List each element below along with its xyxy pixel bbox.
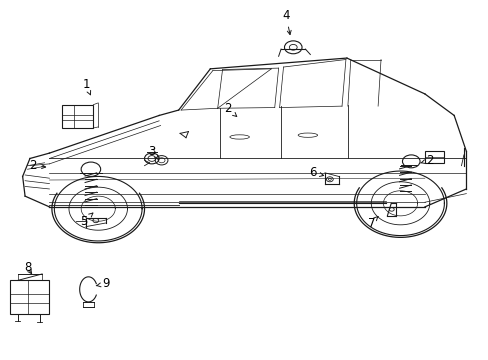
Text: 5: 5 — [80, 213, 93, 228]
Text: 2: 2 — [29, 159, 45, 172]
Text: 3: 3 — [148, 145, 158, 159]
Text: 1: 1 — [82, 78, 90, 95]
Text: 6: 6 — [308, 166, 323, 179]
Text: 2: 2 — [223, 102, 236, 117]
Bar — [10, 280, 49, 315]
Bar — [61, 105, 93, 128]
Text: 4: 4 — [282, 9, 290, 35]
Text: 9: 9 — [96, 278, 109, 291]
Text: 7: 7 — [367, 216, 377, 230]
Text: 8: 8 — [24, 261, 32, 274]
Bar — [424, 151, 444, 163]
Text: 2: 2 — [420, 154, 433, 167]
